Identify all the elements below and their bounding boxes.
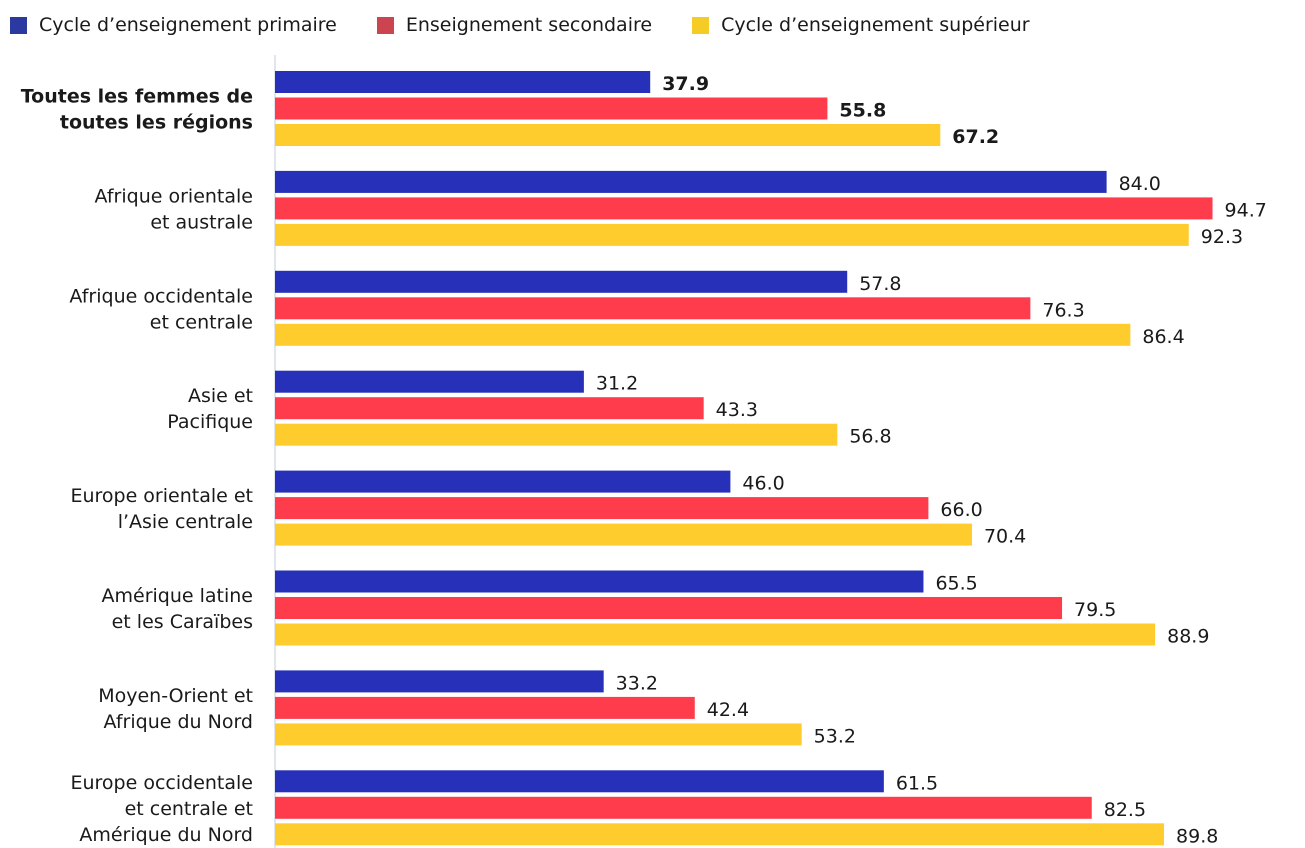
data-label: 88.9 [1167, 626, 1209, 648]
data-label: 86.4 [1142, 326, 1184, 348]
category-label: Afrique occidentale et centrale [69, 285, 253, 333]
category-label: Asie et Pacifique [167, 385, 253, 433]
data-label: 94.7 [1225, 199, 1267, 221]
data-label: 70.4 [984, 526, 1026, 548]
data-label: 84.0 [1119, 173, 1161, 195]
data-label: 92.3 [1201, 226, 1243, 248]
category-label: Afrique orientale et australe [95, 185, 253, 233]
data-label: 46.0 [742, 473, 784, 495]
bar [275, 670, 604, 693]
bar [275, 570, 924, 593]
bar [275, 223, 1189, 246]
data-label: 66.0 [940, 499, 982, 521]
data-label: 55.8 [839, 100, 886, 122]
category-label: Europe orientale et l’Asie centrale [70, 485, 253, 533]
legend-label-superieur: Cycle d’enseignement supérieur [721, 14, 1030, 36]
legend-item-superieur: Cycle d’enseignement supérieur [692, 14, 1030, 36]
bar [275, 423, 838, 446]
data-label: 65.5 [935, 573, 977, 595]
bar [275, 170, 1107, 193]
data-label: 42.4 [707, 699, 749, 721]
legend: Cycle d’enseignement primaire Enseigneme… [10, 8, 1070, 42]
legend-swatch-superieur-icon [692, 16, 710, 34]
bar [275, 823, 1165, 846]
legend-swatch-secondaire-icon [376, 16, 394, 34]
data-label: 31.2 [596, 373, 638, 395]
legend-label-primaire: Cycle d’enseignement primaire [39, 14, 337, 36]
bar [275, 796, 1092, 819]
bar [275, 297, 1031, 320]
bar [275, 323, 1131, 346]
data-label: 89.8 [1176, 825, 1218, 847]
legend-item-primaire: Cycle d’enseignement primaire [10, 14, 337, 36]
legend-swatch-primaire-icon [10, 16, 27, 34]
data-label: 33.2 [616, 672, 658, 694]
data-label: 43.3 [716, 399, 758, 421]
data-label: 57.8 [859, 273, 901, 295]
bar [275, 124, 941, 146]
data-label: 61.5 [896, 772, 938, 794]
legend-item-secondaire: Enseignement secondaire [376, 14, 653, 36]
bar [275, 97, 828, 120]
category-label: Toutes les femmes de toutes les régions [21, 86, 253, 134]
category-label: Moyen-Orient et Afrique du Nord [98, 685, 253, 733]
bar [275, 523, 972, 546]
data-label: 56.8 [849, 426, 891, 448]
bar [275, 397, 704, 420]
bar [275, 770, 884, 793]
data-label: 76.3 [1042, 299, 1084, 321]
data-label: 37.9 [662, 73, 709, 95]
category-label: Europe occidentale et centrale et Amérique… [70, 772, 253, 846]
bar [275, 470, 731, 493]
bar [275, 71, 651, 93]
bar [275, 497, 929, 520]
bar [275, 723, 802, 746]
bar [275, 696, 695, 719]
bar [275, 597, 1063, 619]
data-label: 53.2 [814, 725, 856, 747]
data-label: 79.5 [1074, 599, 1116, 621]
data-label: 67.2 [952, 126, 999, 148]
category-label: Amérique latine et les Caraïbes [102, 585, 254, 633]
bar [275, 270, 848, 293]
legend-label-secondaire: Enseignement secondaire [405, 14, 653, 36]
bar [275, 197, 1213, 220]
bar [275, 623, 1156, 646]
bar [275, 370, 584, 393]
data-label: 82.5 [1104, 799, 1146, 821]
